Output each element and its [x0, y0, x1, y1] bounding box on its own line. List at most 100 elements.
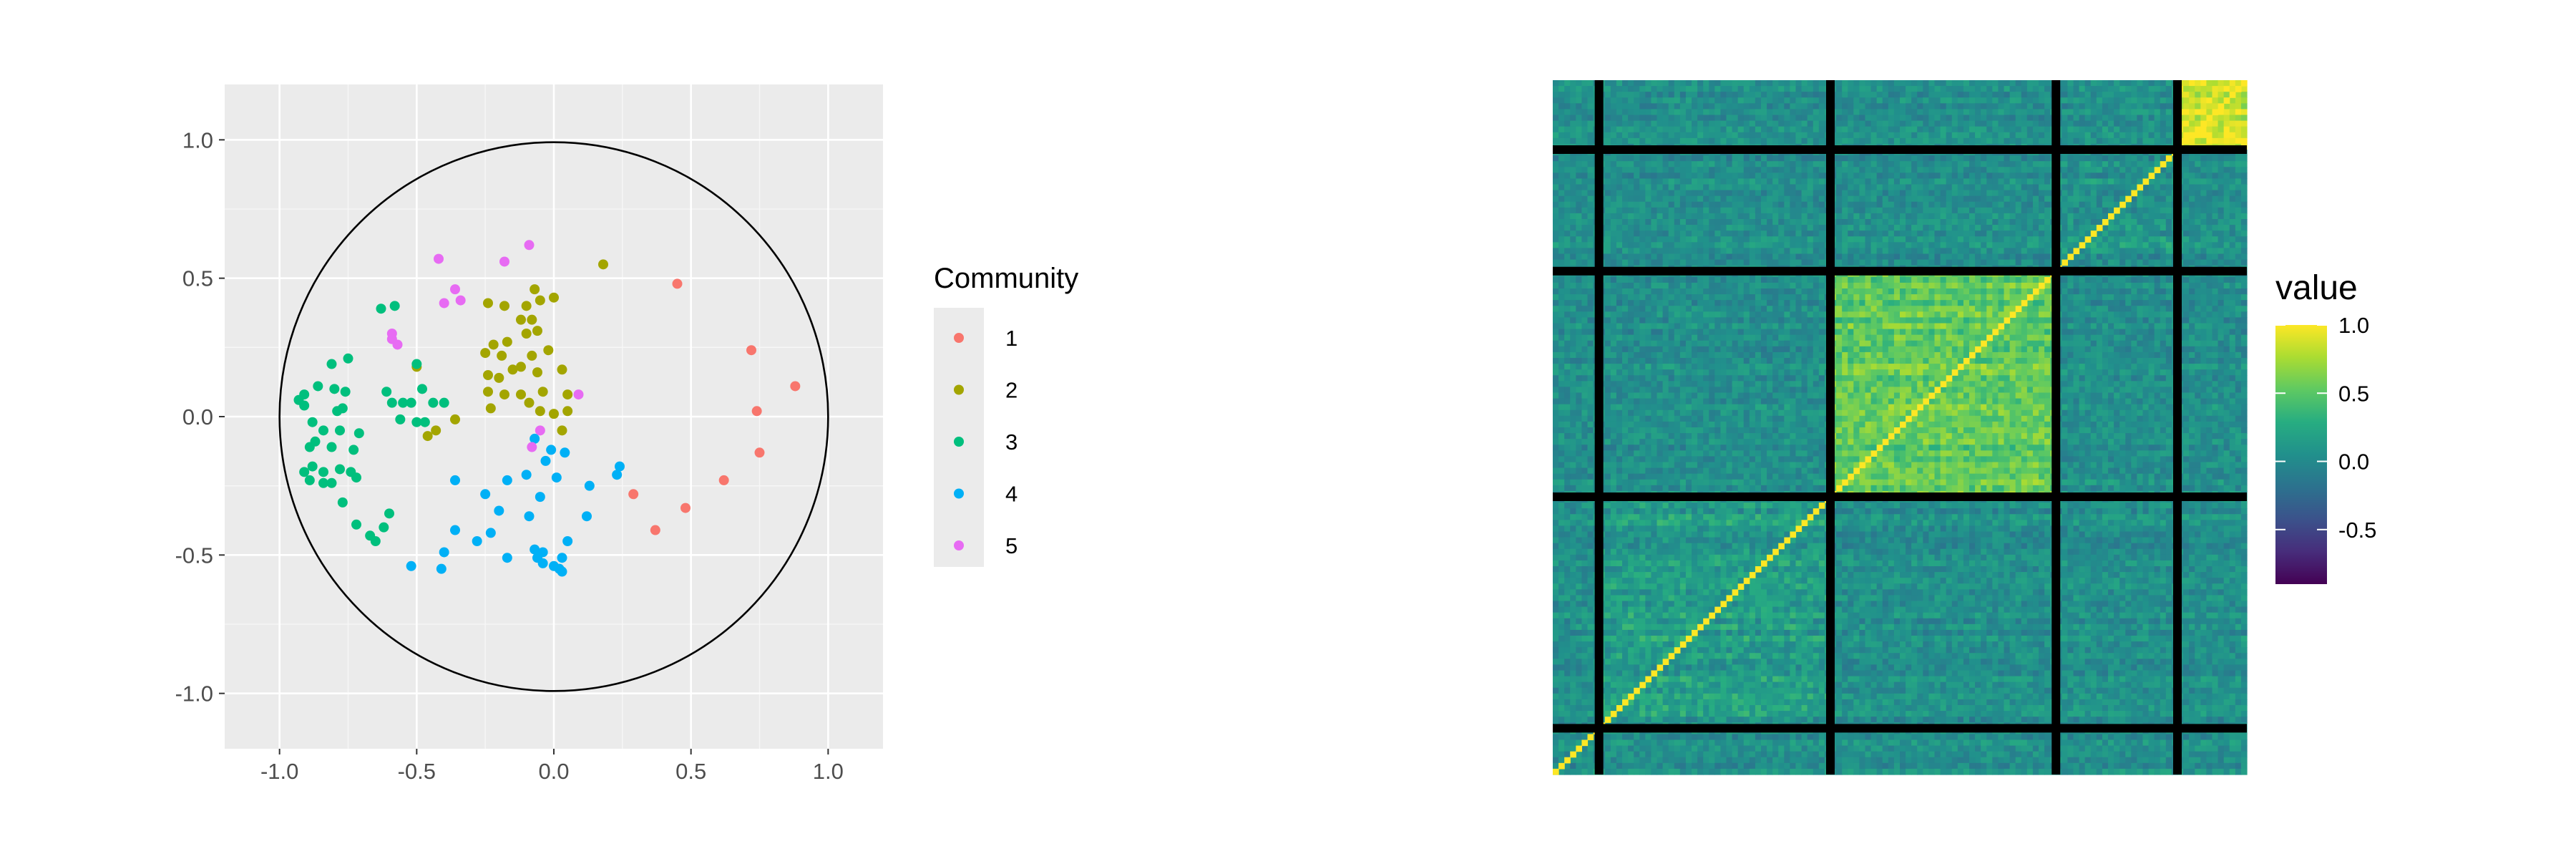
community-3-point	[348, 445, 359, 455]
heatmap-cell	[1755, 230, 1762, 237]
heatmap-cell	[1842, 201, 1848, 208]
heatmap-cell	[1882, 137, 1889, 145]
heatmap-cell	[1998, 213, 2005, 220]
heatmap-cell	[1697, 190, 1704, 197]
heatmap-cell	[2189, 92, 2195, 98]
heatmap-cell	[1865, 92, 1872, 98]
community-3-point	[299, 467, 310, 477]
heatmap-cell	[1934, 306, 1941, 312]
heatmap-cell	[1697, 115, 1704, 122]
heatmap-cell	[1818, 253, 1825, 261]
heatmap-cell	[1576, 184, 1583, 191]
heatmap-cell	[1634, 276, 1640, 283]
heatmap-cell	[1662, 109, 1669, 116]
heatmap-cell	[1818, 306, 1825, 312]
heatmap-cell	[2021, 276, 2028, 283]
heatmap-cell	[2021, 306, 2028, 312]
heatmap-cell	[1685, 97, 1692, 104]
heatmap-cell	[1685, 213, 1692, 220]
heatmap-cell	[1818, 219, 1825, 225]
heatmap-cell	[2206, 120, 2213, 127]
heatmap-cell	[2044, 219, 2051, 225]
community-1-point	[650, 525, 660, 535]
heatmap-cell	[2160, 178, 2167, 185]
heatmap-cell	[1709, 190, 1715, 197]
heatmap-cell	[1870, 161, 1878, 168]
heatmap-cell	[2218, 137, 2225, 145]
heatmap-cell	[2154, 201, 2161, 208]
community-3-point	[439, 397, 449, 408]
heatmap-cell	[1882, 300, 1889, 306]
heatmap-cell	[2160, 236, 2167, 243]
heatmap-cell	[1616, 184, 1623, 191]
heatmap-cell	[2137, 132, 2144, 139]
heatmap-cell	[1778, 201, 1785, 208]
heatmap-cell	[1917, 276, 1923, 283]
heatmap-cell	[2119, 92, 2126, 98]
heatmap-cell	[1893, 219, 1901, 225]
heatmap-cell	[2004, 300, 2011, 306]
heatmap-cell	[1576, 137, 1583, 145]
heatmap-cell	[1986, 167, 1993, 173]
heatmap-cell	[1587, 80, 1594, 87]
heatmap-cell	[1587, 97, 1594, 104]
heatmap-cell	[1553, 288, 1559, 295]
heatmap-cell	[2148, 92, 2155, 98]
heatmap-cell	[1749, 137, 1756, 145]
heatmap-cell	[1668, 306, 1675, 312]
heatmap-cell	[1761, 207, 1767, 214]
heatmap-cell	[1778, 253, 1785, 261]
heatmap-cell	[1564, 259, 1571, 266]
heatmap-cell	[2119, 178, 2126, 185]
heatmap-cell	[1963, 109, 1970, 116]
heatmap-cell	[1848, 86, 1854, 92]
heatmap-cell	[1685, 161, 1692, 168]
heatmap-cell	[1818, 167, 1825, 173]
community-1-point	[718, 475, 729, 485]
heatmap-cell	[1951, 242, 1958, 249]
heatmap-cell	[2183, 201, 2190, 208]
heatmap-cell	[1963, 294, 1970, 301]
heatmap-cell	[1963, 132, 1970, 139]
heatmap-cell	[2026, 306, 2034, 312]
heatmap-cell	[2114, 219, 2120, 225]
heatmap-cell	[2108, 178, 2114, 185]
heatmap-cell	[2039, 259, 2045, 266]
heatmap-cell	[2195, 137, 2201, 145]
heatmap-cell	[2108, 242, 2114, 249]
heatmap-cell	[2229, 248, 2236, 255]
heatmap-cell	[1755, 109, 1762, 116]
heatmap-cell	[2189, 155, 2195, 162]
heatmap-cell	[1662, 311, 1669, 319]
heatmap-cell	[2021, 213, 2028, 220]
heatmap-cell	[2154, 195, 2161, 203]
heatmap-cell	[2004, 137, 2011, 145]
heatmap-cell	[1906, 92, 1912, 98]
heatmap-cell	[1610, 132, 1617, 139]
heatmap-cell	[1685, 201, 1692, 208]
heatmap-cell	[2154, 300, 2161, 306]
heatmap-cell	[2090, 288, 2097, 295]
heatmap-cell	[1720, 161, 1727, 168]
heatmap-cell	[1870, 282, 1878, 289]
heatmap-cell	[2131, 294, 2138, 301]
heatmap-cell	[1911, 86, 1918, 92]
heatmap-cell	[1778, 155, 1785, 162]
heatmap-cell	[1963, 103, 1970, 110]
heatmap-cell	[1998, 137, 2005, 145]
heatmap-cell	[2240, 230, 2248, 237]
heatmap-cell	[2009, 190, 2016, 197]
heatmap-cell	[2021, 207, 2028, 214]
heatmap-cell	[1906, 126, 1912, 133]
heatmap-cell	[2160, 259, 2167, 266]
heatmap-cell	[1553, 167, 1559, 173]
heatmap-cell	[1859, 259, 1866, 266]
heatmap-cell	[1882, 97, 1889, 104]
heatmap-cell	[1697, 219, 1704, 225]
heatmap-cell	[1790, 155, 1797, 162]
heatmap-cell	[2131, 253, 2138, 261]
heatmap-cell	[2189, 103, 2195, 110]
heatmap-cell	[1657, 167, 1664, 173]
heatmap-cell	[1726, 190, 1733, 197]
community-2-point	[480, 348, 491, 359]
